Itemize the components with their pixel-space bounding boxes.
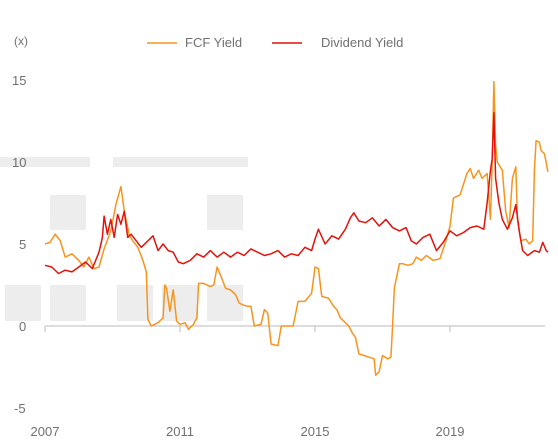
x-axis-ticks: 2007 2011 2015 2019	[31, 424, 465, 439]
y-tick-label: 15	[12, 73, 26, 88]
x-tick-label: 2011	[166, 424, 194, 439]
legend: FCF Yield Dividend Yield	[147, 35, 403, 50]
x-tick-label: 2015	[301, 424, 330, 439]
y-tick-label: -5	[14, 401, 26, 416]
legend-label-fcf-yield: FCF Yield	[185, 35, 242, 50]
unit-label: (x)	[14, 34, 28, 48]
x-axis-tick-marks	[44, 326, 451, 332]
background-block	[50, 285, 86, 321]
background-block	[113, 157, 248, 167]
background-block	[207, 195, 243, 230]
series-line-dividend-yield	[44, 112, 549, 275]
x-tick-label: 2007	[31, 424, 60, 439]
background-block	[207, 285, 243, 321]
background-block	[50, 195, 86, 230]
background-block	[0, 157, 90, 167]
y-axis-ticks: 15 10 5 0 -5	[12, 73, 26, 416]
series-line-fcf-yield	[44, 80, 549, 376]
x-tick-label: 2019	[436, 424, 465, 439]
y-tick-label: 0	[19, 319, 26, 334]
y-tick-label: 10	[12, 155, 26, 170]
background-block	[5, 285, 41, 321]
legend-label-dividend-yield: Dividend Yield	[321, 35, 403, 50]
background-blocks	[0, 157, 248, 321]
y-tick-label: 5	[19, 237, 26, 252]
